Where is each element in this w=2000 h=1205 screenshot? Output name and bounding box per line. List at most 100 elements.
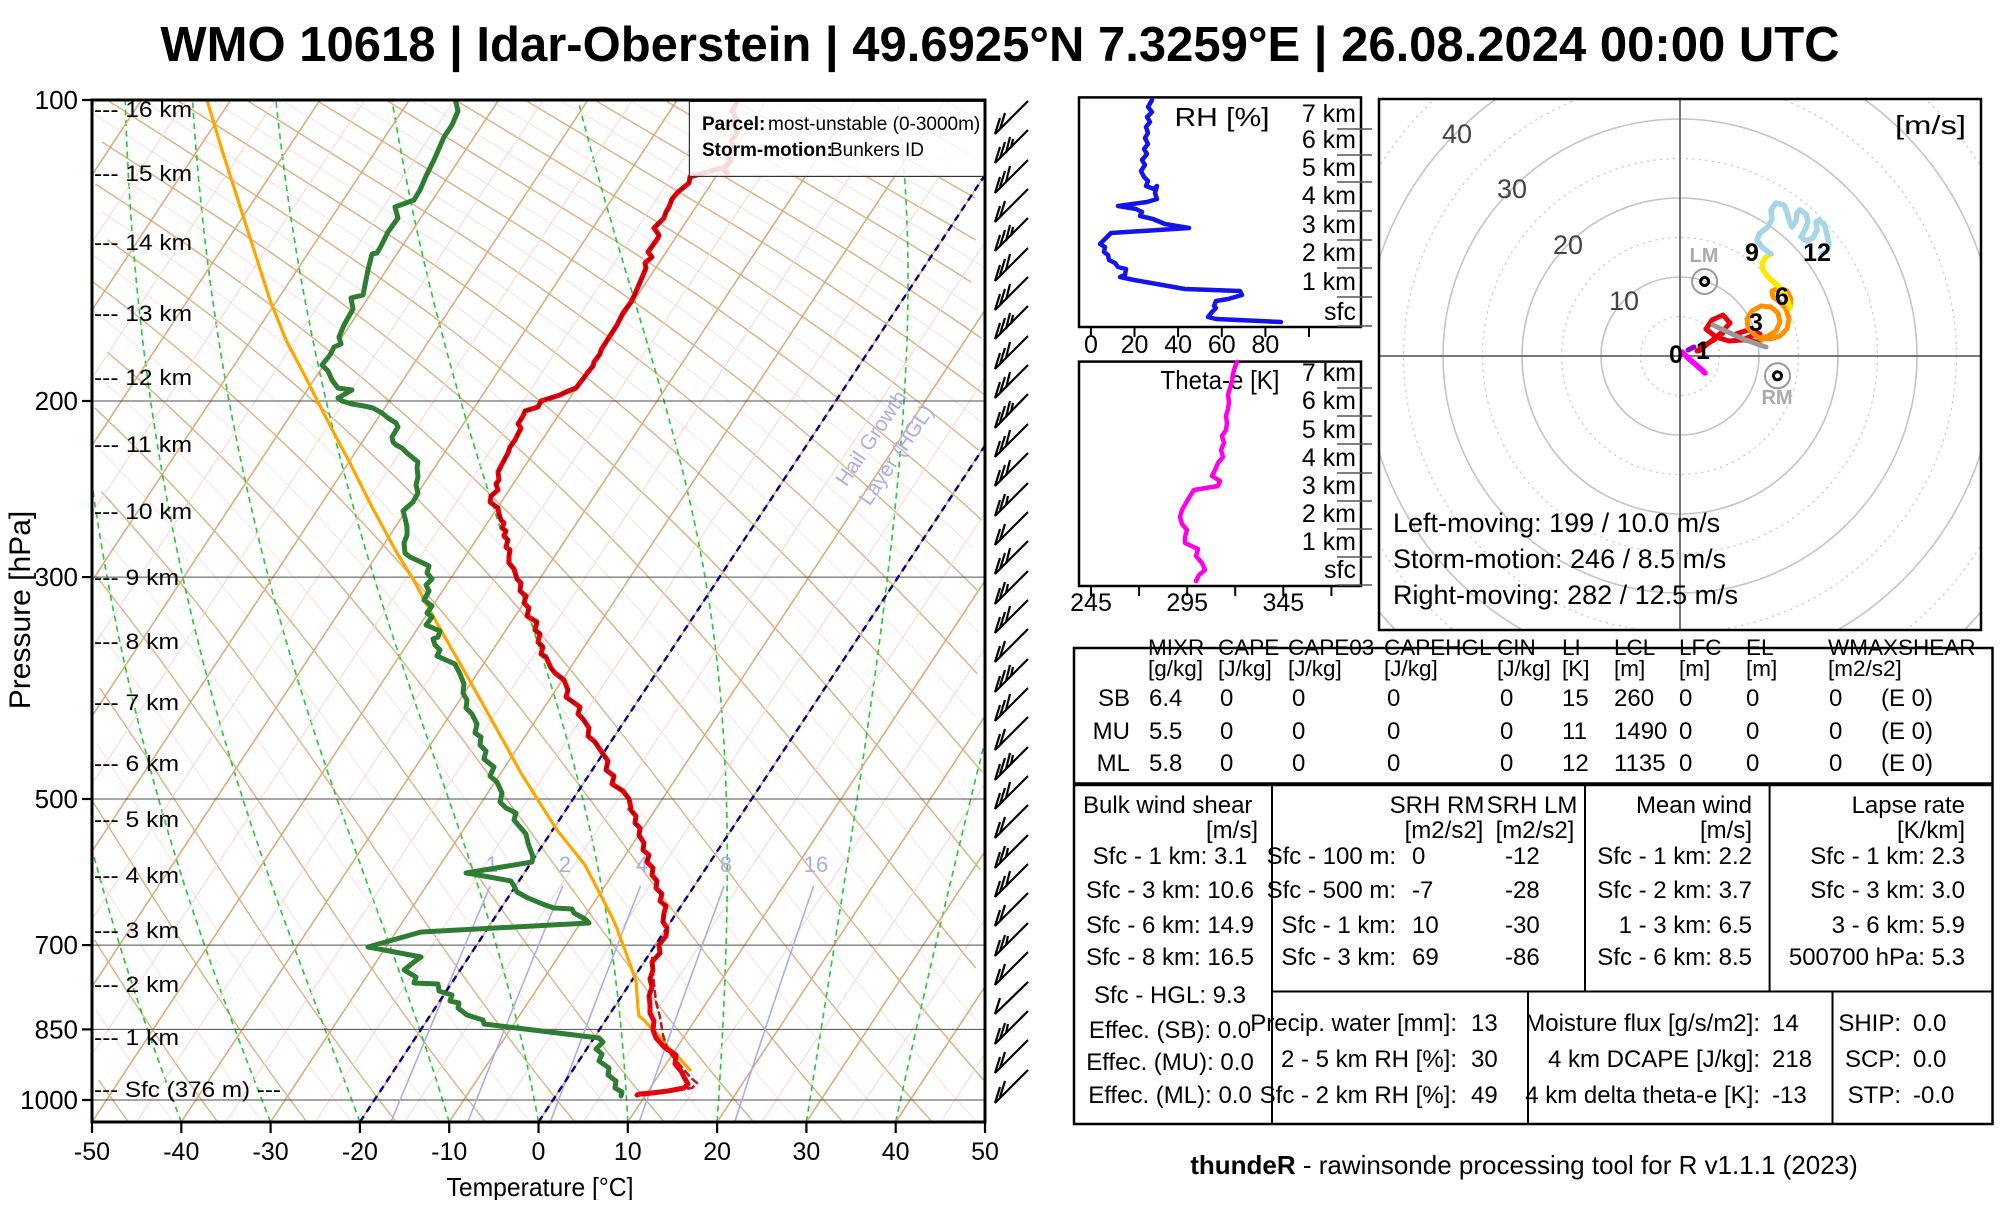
svg-text:--- 13 km: --- 13 km bbox=[94, 301, 192, 326]
svg-text:Sfc - 6 km: 14.9: Sfc - 6 km: 14.9 bbox=[1086, 912, 1254, 939]
svg-text:Temperature [°C]: Temperature [°C] bbox=[447, 1172, 634, 1200]
svg-text:5.5: 5.5 bbox=[1149, 718, 1182, 745]
svg-text:0: 0 bbox=[1220, 685, 1233, 712]
svg-text:80: 80 bbox=[1251, 331, 1279, 359]
svg-text:-28: -28 bbox=[1505, 877, 1540, 904]
svg-text:30: 30 bbox=[1471, 1046, 1498, 1073]
svg-text:0: 0 bbox=[1829, 685, 1842, 712]
svg-text:300: 300 bbox=[35, 562, 78, 592]
svg-text:[J/kg]: [J/kg] bbox=[1218, 656, 1272, 681]
svg-text:[K/km]: [K/km] bbox=[1897, 817, 1965, 844]
svg-text:-86: -86 bbox=[1505, 944, 1540, 971]
svg-text:2 km: 2 km bbox=[1302, 500, 1356, 528]
svg-text:3 km: 3 km bbox=[1302, 211, 1356, 239]
svg-text:1135: 1135 bbox=[1614, 750, 1666, 777]
svg-text:9: 9 bbox=[1745, 239, 1759, 267]
svg-text:0: 0 bbox=[1679, 718, 1692, 745]
svg-text:[m]: [m] bbox=[1746, 656, 1777, 681]
svg-text:69: 69 bbox=[1412, 944, 1439, 971]
svg-text:0: 0 bbox=[1746, 750, 1759, 777]
svg-text:2 km: 2 km bbox=[1302, 239, 1356, 267]
svg-text:7 km: 7 km bbox=[1302, 100, 1356, 128]
svg-text:0: 0 bbox=[1292, 718, 1305, 745]
svg-text:Mean wind: Mean wind bbox=[1636, 792, 1752, 819]
svg-text:50: 50 bbox=[971, 1138, 999, 1166]
svg-text:Sfc - 3 km:: Sfc - 3 km: bbox=[1281, 944, 1396, 971]
svg-text:0: 0 bbox=[1500, 750, 1513, 777]
svg-text:700: 700 bbox=[35, 930, 78, 960]
svg-text:Sfc - 2 km RH [%]:: Sfc - 2 km RH [%]: bbox=[1260, 1082, 1457, 1109]
svg-text:1 km: 1 km bbox=[1302, 528, 1356, 556]
svg-text:Effec. (ML): 0.0: Effec. (ML): 0.0 bbox=[1088, 1082, 1252, 1109]
svg-text:1: 1 bbox=[1696, 337, 1710, 365]
svg-text:260: 260 bbox=[1614, 685, 1654, 712]
svg-text:0: 0 bbox=[1500, 685, 1513, 712]
svg-text:11: 11 bbox=[1562, 718, 1587, 745]
svg-text:Left-moving: 199 / 10.0 m/s: Left-moving: 199 / 10.0 m/s bbox=[1393, 508, 1720, 538]
svg-text:3 km: 3 km bbox=[1302, 472, 1356, 500]
svg-text:--- 8 km: --- 8 km bbox=[94, 629, 179, 654]
svg-text:60: 60 bbox=[1208, 331, 1236, 359]
svg-text:(E 0): (E 0) bbox=[1881, 685, 1933, 712]
svg-text:-0.0: -0.0 bbox=[1913, 1082, 1954, 1109]
svg-text:2: 2 bbox=[559, 852, 571, 877]
svg-text:4 km DCAPE [J/kg]:: 4 km DCAPE [J/kg]: bbox=[1548, 1046, 1760, 1073]
svg-text:5 km: 5 km bbox=[1302, 154, 1356, 182]
svg-text:0: 0 bbox=[1746, 718, 1759, 745]
svg-text:2 - 5 km RH [%]:: 2 - 5 km RH [%]: bbox=[1281, 1046, 1457, 1073]
svg-text:Effec. (SB): 0.0: Effec. (SB): 0.0 bbox=[1089, 1017, 1251, 1044]
svg-text:--- 1 km: --- 1 km bbox=[94, 1025, 179, 1050]
svg-text:-50: -50 bbox=[74, 1138, 110, 1166]
svg-text:[m/s]: [m/s] bbox=[1206, 817, 1258, 844]
svg-text:Sfc - HGL: 9.3: Sfc - HGL: 9.3 bbox=[1094, 982, 1246, 1009]
svg-text:10: 10 bbox=[614, 1138, 642, 1166]
svg-text:0.0: 0.0 bbox=[1913, 1046, 1946, 1073]
svg-text:--- 4 km: --- 4 km bbox=[94, 863, 179, 888]
svg-text:Storm-motion:: Storm-motion: bbox=[702, 140, 833, 161]
svg-text:SRH LM: SRH LM bbox=[1487, 792, 1578, 819]
svg-text:[g/kg]: [g/kg] bbox=[1148, 656, 1203, 681]
svg-text:40: 40 bbox=[1164, 331, 1192, 359]
svg-text:0: 0 bbox=[1679, 750, 1692, 777]
svg-text:-7: -7 bbox=[1412, 877, 1433, 904]
svg-text:218: 218 bbox=[1772, 1046, 1812, 1073]
svg-text:0: 0 bbox=[532, 1138, 546, 1166]
svg-text:0: 0 bbox=[1829, 718, 1842, 745]
svg-text:0: 0 bbox=[1387, 685, 1400, 712]
svg-text:12: 12 bbox=[1562, 750, 1589, 777]
svg-text:Effec. (MU): 0.0: Effec. (MU): 0.0 bbox=[1086, 1049, 1254, 1076]
svg-text:49: 49 bbox=[1471, 1082, 1498, 1109]
svg-text:0: 0 bbox=[1220, 750, 1233, 777]
svg-text:[m]: [m] bbox=[1679, 656, 1710, 681]
svg-text:Pressure [hPa]: Pressure [hPa] bbox=[4, 511, 37, 709]
svg-text:STP:: STP: bbox=[1848, 1082, 1901, 1109]
svg-text:5.8: 5.8 bbox=[1149, 750, 1182, 777]
svg-text:5 km: 5 km bbox=[1302, 416, 1356, 444]
svg-text:-40: -40 bbox=[163, 1138, 199, 1166]
svg-text:[m]: [m] bbox=[1614, 656, 1645, 681]
svg-text:--- 15 km: --- 15 km bbox=[94, 161, 192, 186]
svg-text:12: 12 bbox=[1803, 239, 1831, 267]
svg-text:13: 13 bbox=[1471, 1010, 1498, 1037]
svg-text:10: 10 bbox=[1609, 286, 1639, 316]
svg-text:-12: -12 bbox=[1505, 843, 1540, 870]
svg-text:sfc: sfc bbox=[1324, 298, 1356, 326]
svg-text:40: 40 bbox=[882, 1138, 910, 1166]
svg-text:Theta-e [K]: Theta-e [K] bbox=[1161, 365, 1280, 395]
svg-text:Sfc - 2 km: 3.7: Sfc - 2 km: 3.7 bbox=[1597, 877, 1752, 904]
svg-text:--- 9 km: --- 9 km bbox=[94, 565, 179, 590]
svg-text:Sfc - 500 m:: Sfc - 500 m: bbox=[1267, 877, 1396, 904]
svg-text:sfc: sfc bbox=[1324, 556, 1356, 584]
svg-text:30: 30 bbox=[1497, 174, 1527, 204]
svg-text:3 - 6 km: 5.9: 3 - 6 km: 5.9 bbox=[1832, 912, 1965, 939]
svg-text:0: 0 bbox=[1292, 685, 1305, 712]
svg-text:500700 hPa: 5.3: 500700 hPa: 5.3 bbox=[1789, 944, 1965, 971]
svg-text:Parcel:: Parcel: bbox=[702, 114, 765, 135]
svg-text:--- 6 km: --- 6 km bbox=[94, 751, 179, 776]
svg-text:6.4: 6.4 bbox=[1149, 685, 1182, 712]
svg-text:--- 7 km: --- 7 km bbox=[94, 690, 179, 715]
svg-text:--- 16 km: --- 16 km bbox=[94, 97, 192, 122]
svg-text:Right-moving: 282 / 12.5 m/s: Right-moving: 282 / 12.5 m/s bbox=[1393, 580, 1738, 610]
svg-text:MU: MU bbox=[1093, 718, 1130, 745]
svg-text:6: 6 bbox=[1775, 283, 1789, 311]
